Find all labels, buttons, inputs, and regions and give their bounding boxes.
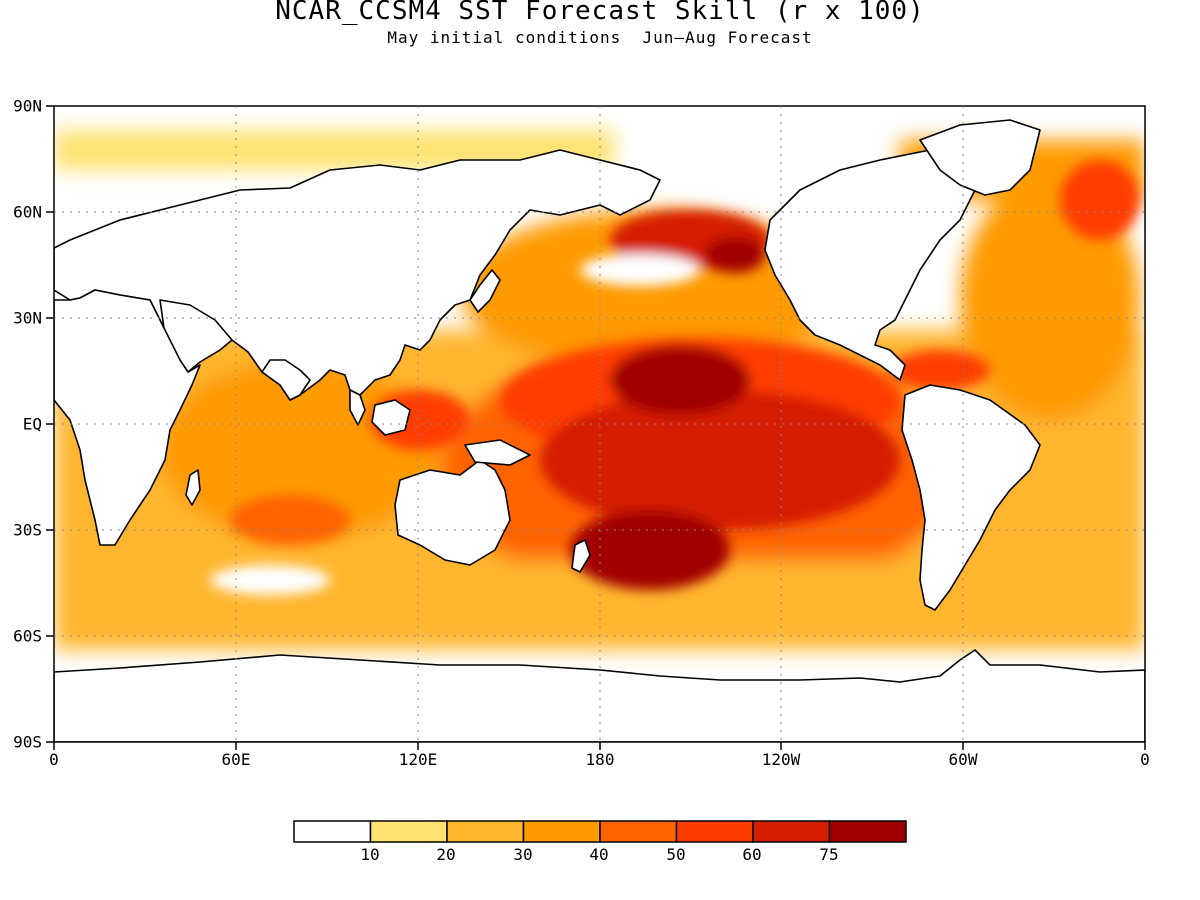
lon-label-60w: 60W	[948, 750, 978, 769]
legend-swatch-0	[293, 820, 372, 843]
new-guinea-landmass	[464, 439, 531, 466]
legend-swatch-6	[752, 820, 831, 843]
lon-label-180: 180	[585, 750, 615, 769]
legend-label-40: 40	[589, 845, 609, 864]
lat-label-60s: 60S	[13, 626, 42, 646]
indochina-landmass	[349, 389, 366, 426]
lat-label-30n: 30N	[13, 308, 42, 328]
lat-label-60n: 60N	[13, 202, 42, 222]
legend-swatch-5	[675, 820, 754, 843]
legend-label-50: 50	[666, 845, 686, 864]
lat-label-90s: 90S	[13, 732, 42, 752]
tick-marks	[46, 105, 1146, 750]
legend-label-20: 20	[436, 845, 456, 864]
north-central-peak	[610, 345, 750, 415]
south-america-landmass	[901, 384, 1041, 611]
lat-label-30s: 30S	[13, 520, 42, 540]
north-atlantic-core	[1060, 160, 1140, 240]
lon-label-60e: 60E	[221, 750, 251, 769]
antarctica-landmass	[54, 649, 1145, 742]
legend-swatch-4	[599, 820, 678, 843]
legend-label-10: 10	[360, 845, 380, 864]
australia-landmass	[394, 459, 511, 566]
north-atlantic-field	[960, 180, 1140, 420]
southern-ocean-gap	[210, 565, 330, 595]
gridlines	[54, 106, 1145, 742]
south-central-peak	[570, 510, 730, 590]
gulf-alaska-peak	[705, 237, 765, 273]
caribbean-core	[890, 350, 990, 390]
legend-swatch-1	[369, 820, 448, 843]
lon-label-120e: 120E	[398, 750, 438, 769]
legend-label-30: 30	[513, 845, 533, 864]
greenland-landmass	[919, 119, 1041, 196]
continents	[54, 119, 1145, 742]
chart-subtitle: May initial conditions Jun—Aug Forecast	[387, 28, 813, 47]
lon-label-0-west: 0	[49, 750, 59, 769]
north-pacific-gap	[580, 254, 700, 286]
indian-ocean-field	[160, 360, 440, 540]
new-zealand-landmass	[571, 539, 591, 573]
lat-label-eq: EQ	[22, 414, 42, 434]
legend-swatch-7	[828, 820, 907, 843]
legend-label-60: 60	[742, 845, 762, 864]
lat-label-90n: 90N	[13, 96, 42, 116]
legend-swatch-3	[522, 820, 601, 843]
madagascar-landmass	[185, 469, 201, 506]
south-indian-core	[230, 495, 350, 545]
equatorial-core	[540, 390, 900, 530]
skill-shading-core	[210, 160, 1140, 595]
chart-title: NCAR_CCSM4 SST Forecast Skill (r x 100)	[275, 0, 925, 26]
lon-label-0-east: 0	[1140, 750, 1150, 769]
color-legend	[293, 820, 907, 843]
legend-swatch-2	[446, 820, 525, 843]
borneo-landmass	[371, 399, 411, 436]
africa-landmass	[54, 289, 201, 546]
lon-label-120w: 120W	[761, 750, 801, 769]
japan-landmass	[469, 269, 501, 313]
legend-label-75: 75	[819, 845, 839, 864]
india-landmass	[261, 359, 311, 401]
